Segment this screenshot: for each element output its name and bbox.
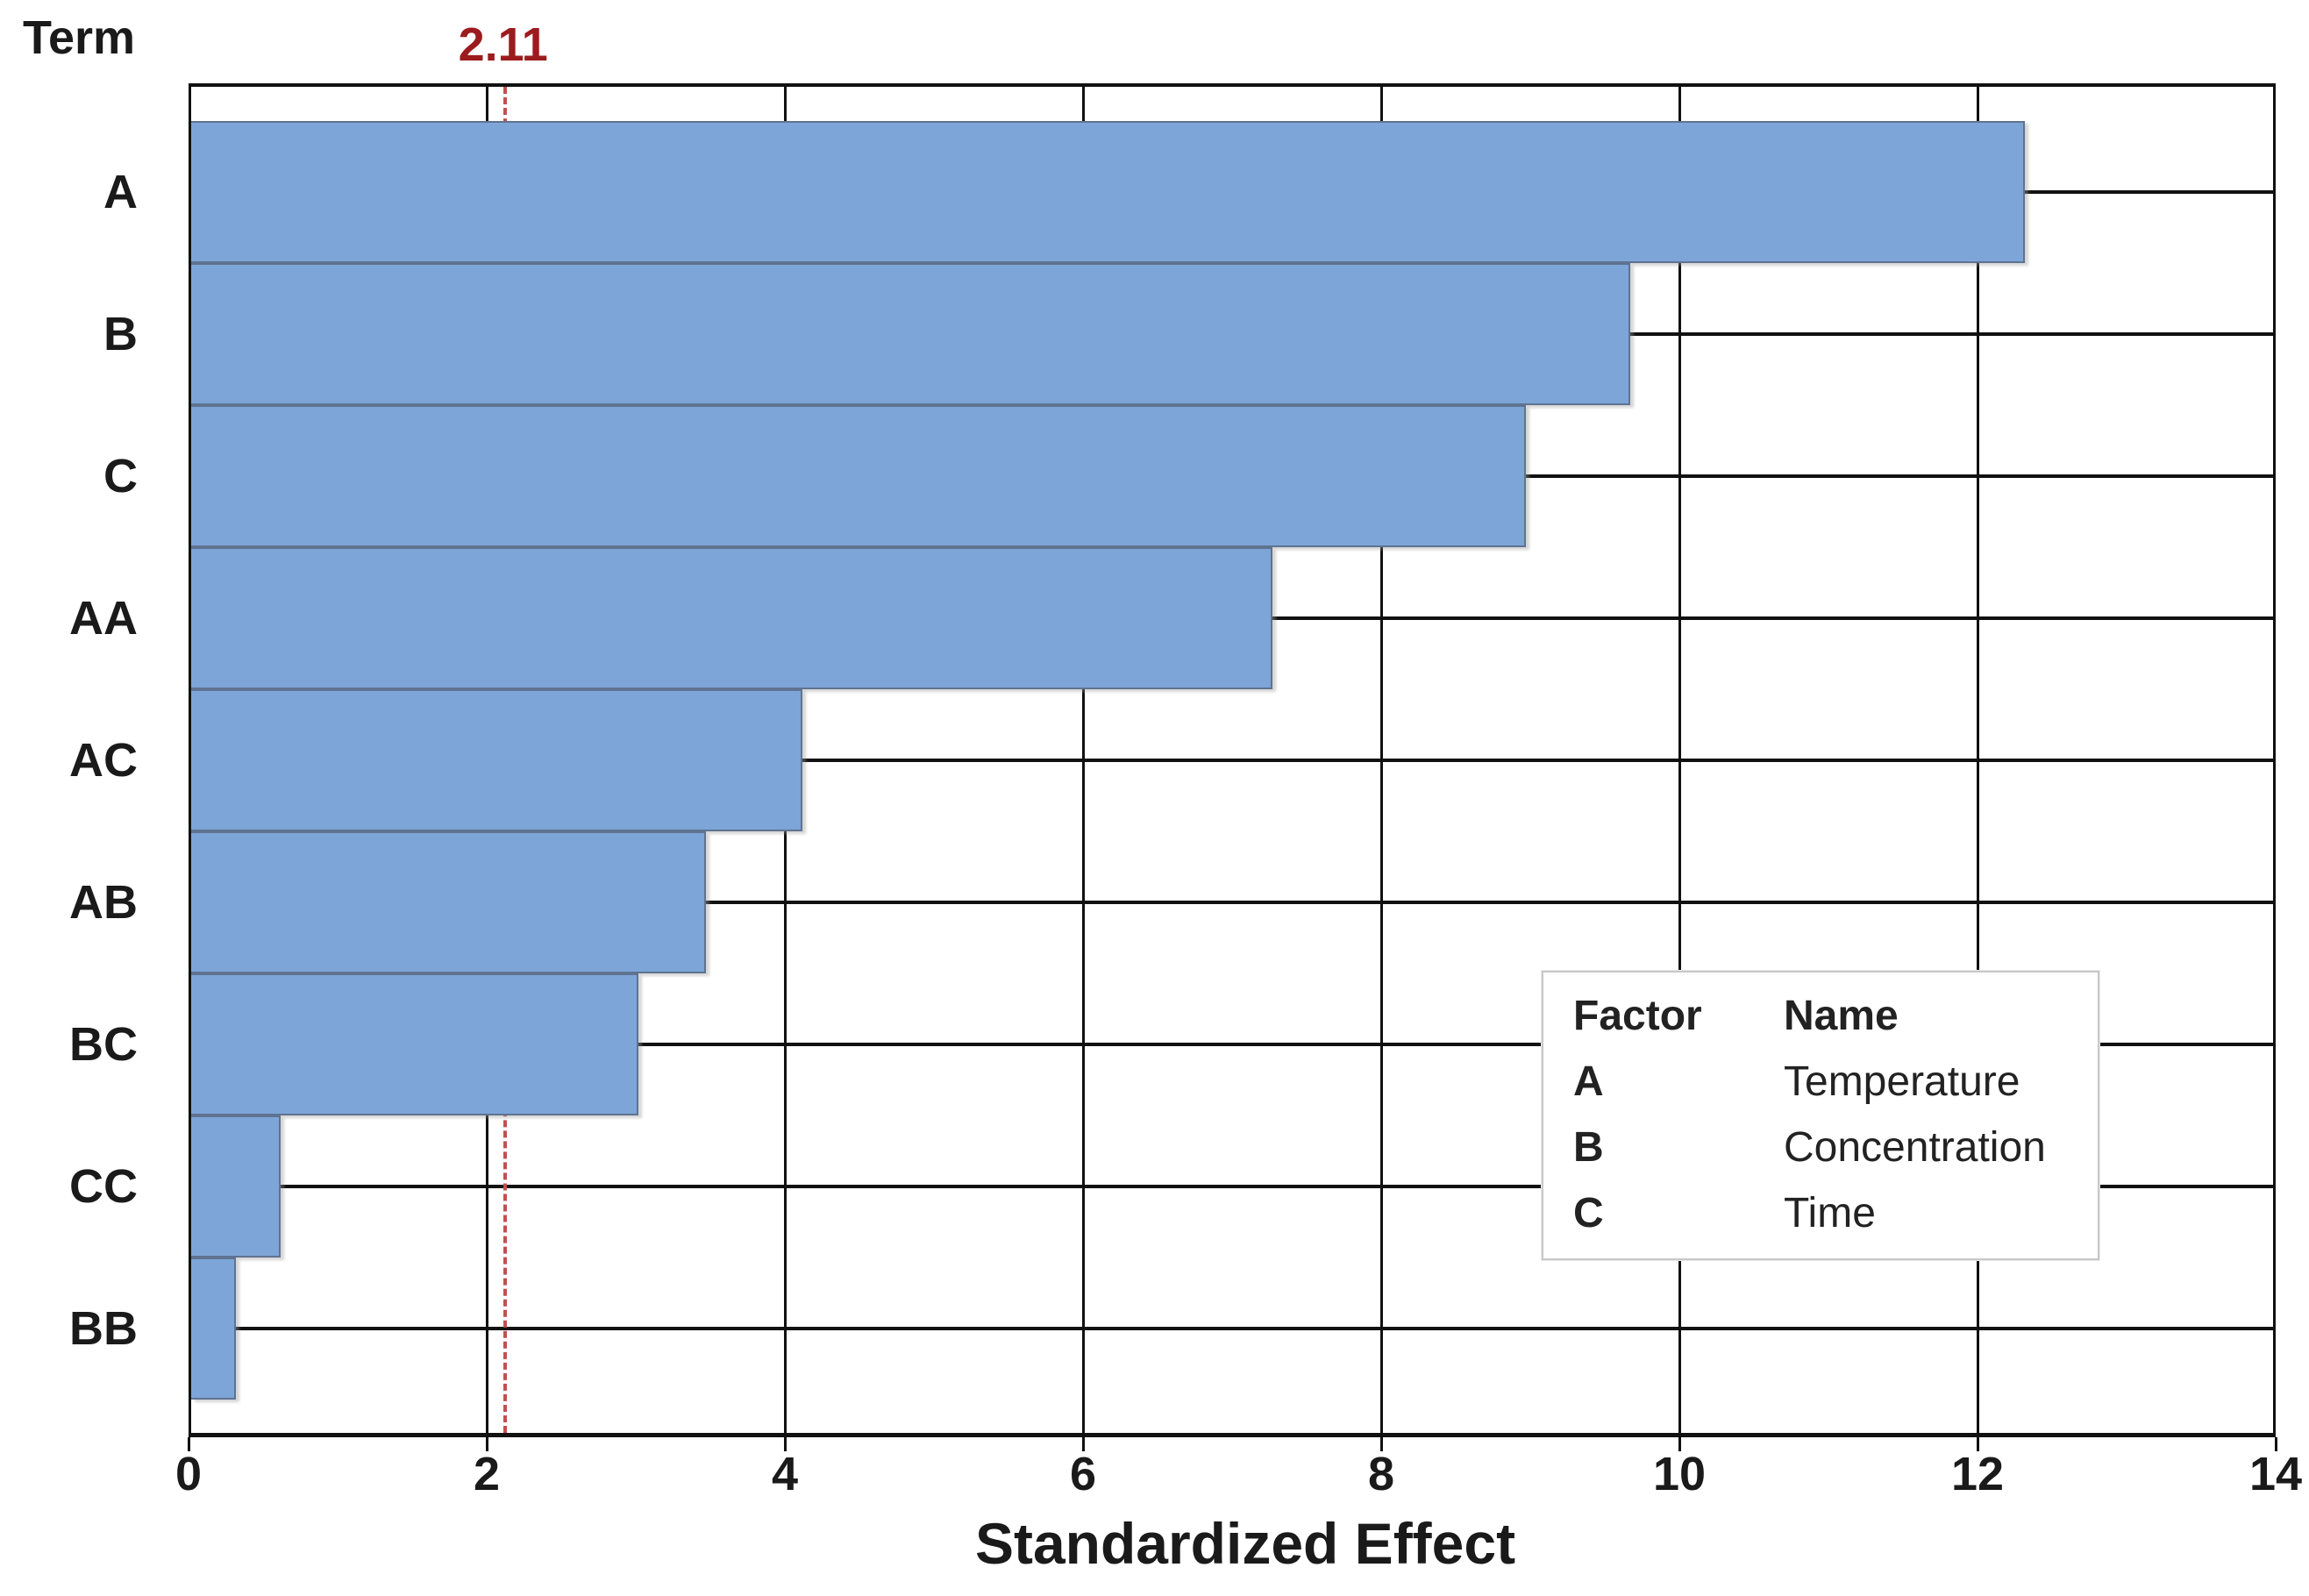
x-axis-title: Standardized Effect bbox=[974, 1511, 1516, 1576]
legend-factor-name: Temperature bbox=[1784, 1058, 2020, 1105]
legend-factor-code: B bbox=[1573, 1124, 1604, 1171]
reference-line-label: 2.11 bbox=[458, 18, 548, 71]
x-tick-label: 12 bbox=[1950, 1448, 2005, 1500]
x-axis-tick bbox=[1380, 1437, 1383, 1451]
bar-C bbox=[191, 405, 1526, 547]
x-axis-tick bbox=[2275, 1437, 2277, 1451]
bar-BB bbox=[191, 1258, 236, 1400]
legend-factor-name: Concentration bbox=[1784, 1124, 2046, 1171]
bar-AA bbox=[191, 547, 1272, 689]
x-tick-label: 8 bbox=[1367, 1448, 1395, 1500]
category-label-AA: AA bbox=[69, 592, 138, 645]
x-tick-label: 14 bbox=[2248, 1448, 2303, 1500]
x-axis-tick bbox=[486, 1437, 488, 1451]
legend-factor-code: A bbox=[1573, 1058, 1604, 1105]
x-tick-label: 4 bbox=[771, 1448, 799, 1500]
x-axis-tick bbox=[1977, 1437, 1979, 1451]
legend-header-factor: Factor bbox=[1573, 993, 1702, 1039]
category-label-AC: AC bbox=[69, 734, 138, 787]
x-tick-label: 10 bbox=[1652, 1448, 1707, 1500]
legend-factor-name: Time bbox=[1784, 1190, 1876, 1236]
x-tick-label: 2 bbox=[473, 1448, 501, 1500]
x-axis-tick bbox=[784, 1437, 787, 1451]
bar-BC bbox=[191, 973, 638, 1115]
horizontal-gridline bbox=[191, 1185, 2273, 1188]
horizontal-gridline bbox=[191, 1043, 2273, 1046]
category-label-BC: BC bbox=[69, 1018, 138, 1071]
category-label-A: A bbox=[103, 166, 138, 218]
category-label-AB: AB bbox=[69, 876, 138, 929]
legend-factor-code: C bbox=[1573, 1190, 1604, 1236]
bar-A bbox=[191, 121, 2025, 263]
plot-area bbox=[189, 83, 2276, 1437]
horizontal-gridline bbox=[191, 1327, 2273, 1330]
category-label-BB: BB bbox=[69, 1302, 138, 1355]
category-label-CC: CC bbox=[69, 1160, 138, 1213]
bar-AC bbox=[191, 689, 802, 831]
y-axis-header: Term bbox=[23, 11, 136, 64]
x-axis-tick bbox=[188, 1437, 190, 1451]
bar-CC bbox=[191, 1115, 281, 1258]
horizontal-gridline bbox=[191, 759, 2273, 762]
x-axis-tick bbox=[1678, 1437, 1681, 1451]
bar-B bbox=[191, 263, 1630, 405]
legend-header-name: Name bbox=[1784, 993, 1899, 1039]
x-tick-label: 6 bbox=[1069, 1448, 1097, 1500]
category-label-B: B bbox=[103, 308, 138, 360]
horizontal-gridline bbox=[191, 901, 2273, 904]
x-tick-label: 0 bbox=[175, 1448, 203, 1500]
factor-legend: Factor Name A Temperature B Concentratio… bbox=[1542, 971, 2099, 1260]
x-axis-tick bbox=[1082, 1437, 1085, 1451]
category-label-C: C bbox=[103, 450, 138, 502]
bar-AB bbox=[191, 831, 706, 973]
